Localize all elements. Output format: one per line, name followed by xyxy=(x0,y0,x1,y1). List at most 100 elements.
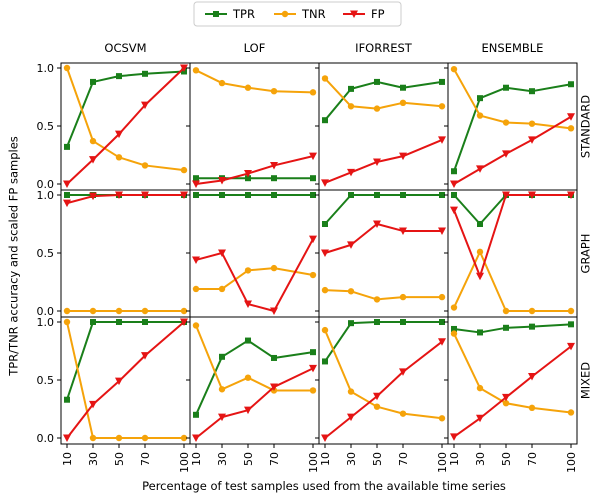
data-point-tpr xyxy=(90,78,96,85)
legend-frame xyxy=(193,1,402,27)
x-tick-label: 70 xyxy=(397,452,410,466)
data-point-fp xyxy=(63,199,71,208)
data-point-tnr xyxy=(89,137,97,145)
data-point-tnr xyxy=(192,67,200,74)
column-title-iforrest: IFORREST xyxy=(355,41,413,55)
series-fp xyxy=(63,318,188,442)
panel-mixed-lof xyxy=(186,316,320,448)
data-point-tpr xyxy=(245,175,251,182)
panel-standard-iforrest xyxy=(315,62,449,191)
x-tick-label: 30 xyxy=(345,452,358,466)
data-point-tpr xyxy=(271,192,277,198)
series-fp xyxy=(192,235,317,315)
data-point-tpr xyxy=(348,192,354,198)
legend-marker-tnr xyxy=(281,10,289,18)
data-point-fp xyxy=(180,318,188,326)
data-point-tnr xyxy=(192,322,200,329)
series-line-tnr xyxy=(324,329,443,420)
data-point-fp xyxy=(399,227,407,235)
data-point-fp xyxy=(115,377,123,386)
panel-graph-lof xyxy=(186,189,320,318)
row-title-mixed: MIXED xyxy=(579,362,593,399)
x-tick-label: 10 xyxy=(448,452,461,466)
series-tnr xyxy=(63,64,188,174)
x-tick-label: 10 xyxy=(190,452,203,466)
data-point-fp xyxy=(502,393,510,402)
data-point-tnr xyxy=(373,403,381,410)
series-tpr xyxy=(322,192,445,227)
data-point-tnr xyxy=(244,84,252,91)
y-tick-label: 1.0 xyxy=(37,62,55,75)
panel-standard-ocsvm xyxy=(57,62,191,191)
data-point-tnr xyxy=(218,79,226,87)
data-point-tpr xyxy=(116,319,122,325)
data-point-tpr xyxy=(503,84,509,91)
data-point-tpr xyxy=(193,411,199,418)
data-point-tnr xyxy=(63,307,71,315)
series-line-tpr xyxy=(453,194,571,225)
data-point-tpr xyxy=(193,175,199,182)
x-tick-label: 30 xyxy=(474,452,487,466)
data-point-fp xyxy=(373,220,381,228)
data-point-fp xyxy=(192,180,200,188)
data-point-tpr xyxy=(374,319,380,325)
data-point-tpr xyxy=(451,192,457,198)
series-line-tpr xyxy=(66,321,184,401)
data-point-tpr xyxy=(400,84,406,91)
series-fp xyxy=(450,113,575,188)
data-point-tnr xyxy=(309,89,317,96)
x-tick-label: 10 xyxy=(61,452,74,466)
data-point-tnr xyxy=(89,307,97,315)
data-point-fp xyxy=(89,400,97,409)
data-point-tnr xyxy=(141,434,149,442)
data-point-fp xyxy=(373,392,381,401)
data-point-tnr xyxy=(63,318,71,326)
row-titles: STANDARD GRAPH MIXED xyxy=(579,95,593,399)
series-fp xyxy=(450,191,575,281)
data-point-fp xyxy=(218,249,226,257)
data-point-fp xyxy=(476,165,484,173)
x-tick-label: 50 xyxy=(371,452,384,466)
data-point-tnr xyxy=(141,307,149,315)
data-point-tpr xyxy=(503,324,509,331)
data-point-tnr xyxy=(373,296,381,303)
panel-graph-ocsvm xyxy=(57,189,191,318)
panel-graph-ensemble xyxy=(444,189,578,318)
data-point-fp xyxy=(321,434,329,442)
data-point-tpr xyxy=(219,353,225,360)
series-tnr xyxy=(63,307,188,315)
panel-frame xyxy=(60,189,191,318)
data-point-tnr xyxy=(180,307,188,315)
data-point-tpr xyxy=(477,95,483,102)
data-point-fp xyxy=(63,434,71,442)
series-tpr xyxy=(451,321,574,336)
data-point-fp xyxy=(309,364,317,373)
data-point-tpr xyxy=(568,81,574,88)
data-point-tpr xyxy=(142,319,148,325)
series-tpr xyxy=(193,192,316,198)
data-point-fp xyxy=(141,191,149,199)
data-point-fp xyxy=(528,136,536,144)
x-tick-label: 50 xyxy=(242,452,255,466)
data-point-fp xyxy=(450,206,458,215)
data-point-tnr xyxy=(218,285,226,293)
data-point-tpr xyxy=(322,117,328,124)
data-point-tnr xyxy=(476,112,484,119)
series-line-fp xyxy=(195,367,314,439)
data-point-tnr xyxy=(399,293,407,301)
data-point-fp xyxy=(347,241,355,249)
data-point-tpr xyxy=(310,349,316,356)
panel-mixed-iforrest xyxy=(315,316,449,448)
data-point-tpr xyxy=(64,192,70,198)
series-line-tnr xyxy=(195,69,314,94)
data-point-tpr xyxy=(310,175,316,182)
data-point-tnr xyxy=(347,388,355,395)
x-tick-label: 10 xyxy=(319,452,332,466)
x-tick-label: 100 xyxy=(436,452,449,473)
data-point-tpr xyxy=(322,358,328,365)
series-tpr xyxy=(451,81,574,175)
data-point-tnr xyxy=(115,434,123,442)
data-point-fp xyxy=(476,272,484,281)
data-point-tnr xyxy=(399,99,407,107)
data-point-fp xyxy=(89,156,97,164)
